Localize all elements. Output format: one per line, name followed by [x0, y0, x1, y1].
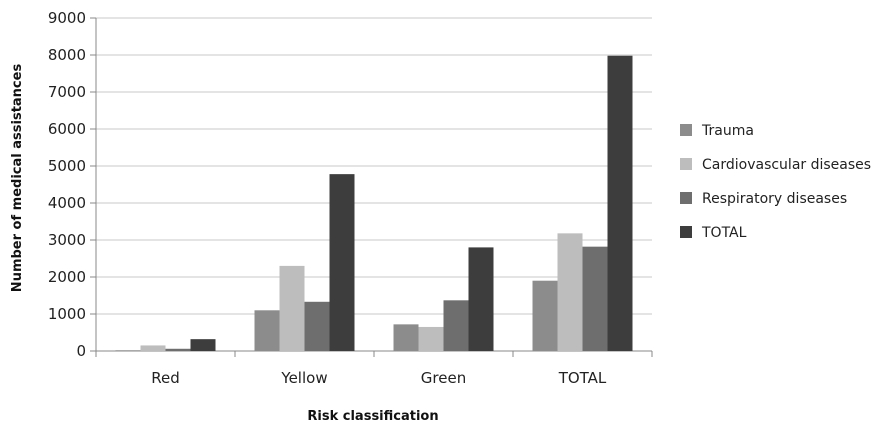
bar-trauma-total: [532, 280, 558, 351]
y-tick-label: 1000: [48, 305, 86, 323]
y-tick-label: 3000: [48, 231, 86, 249]
x-tick-label: Yellow: [280, 369, 327, 387]
y-axis-title: Number of medical assistances: [10, 64, 25, 293]
bar-total-red: [190, 339, 216, 351]
bar-respiratory-diseases-total: [582, 246, 608, 351]
bar-total-total: [607, 55, 633, 352]
bar-cardiovascular-diseases-total: [557, 233, 583, 351]
y-tick-label: 6000: [48, 120, 86, 138]
x-axis-title: Risk classification: [307, 409, 438, 424]
bar-total-green: [468, 247, 494, 351]
y-tick-label: 9000: [48, 9, 86, 27]
y-tick-label: 5000: [48, 157, 86, 175]
legend-swatch: [680, 124, 692, 136]
legend-label: Cardiovascular diseases: [702, 157, 871, 173]
legend-label: TOTAL: [701, 225, 747, 241]
bar-total-yellow: [329, 174, 355, 351]
bars: [115, 55, 633, 352]
bar-respiratory-diseases-red: [165, 348, 191, 351]
bar-cardiovascular-diseases-green: [418, 326, 444, 351]
legend-label: Respiratory diseases: [702, 191, 847, 207]
y-tick-label: 8000: [48, 46, 86, 64]
bar-respiratory-diseases-yellow: [304, 301, 330, 351]
bar-respiratory-diseases-green: [443, 300, 469, 351]
legend-swatch: [680, 192, 692, 204]
y-tick-label: 4000: [48, 194, 86, 212]
x-tick-label: TOTAL: [558, 369, 607, 387]
bar-trauma-yellow: [254, 310, 280, 351]
bar-cardiovascular-diseases-yellow: [279, 265, 305, 351]
tick-labels: 0 1000 2000 3000 4000 5000 6000 7000 8000 9000 Red…: [48, 9, 607, 387]
bar-trauma-green: [393, 324, 419, 351]
legend-swatch: [680, 226, 692, 238]
legend-swatch: [680, 158, 692, 170]
legend-label: Trauma: [701, 123, 754, 139]
bar-trauma-red: [115, 350, 141, 351]
y-tick-label: 7000: [48, 83, 86, 101]
bar-cardiovascular-diseases-red: [140, 345, 166, 351]
y-tick-label: 2000: [48, 268, 86, 286]
y-tick-label: 0: [76, 342, 86, 360]
legend: Trauma Cardiovascular diseases Respiratory…: [680, 123, 871, 241]
gridlines: [96, 17, 652, 315]
x-tick-label: Red: [151, 369, 180, 387]
x-tick-label: Green: [421, 369, 466, 387]
